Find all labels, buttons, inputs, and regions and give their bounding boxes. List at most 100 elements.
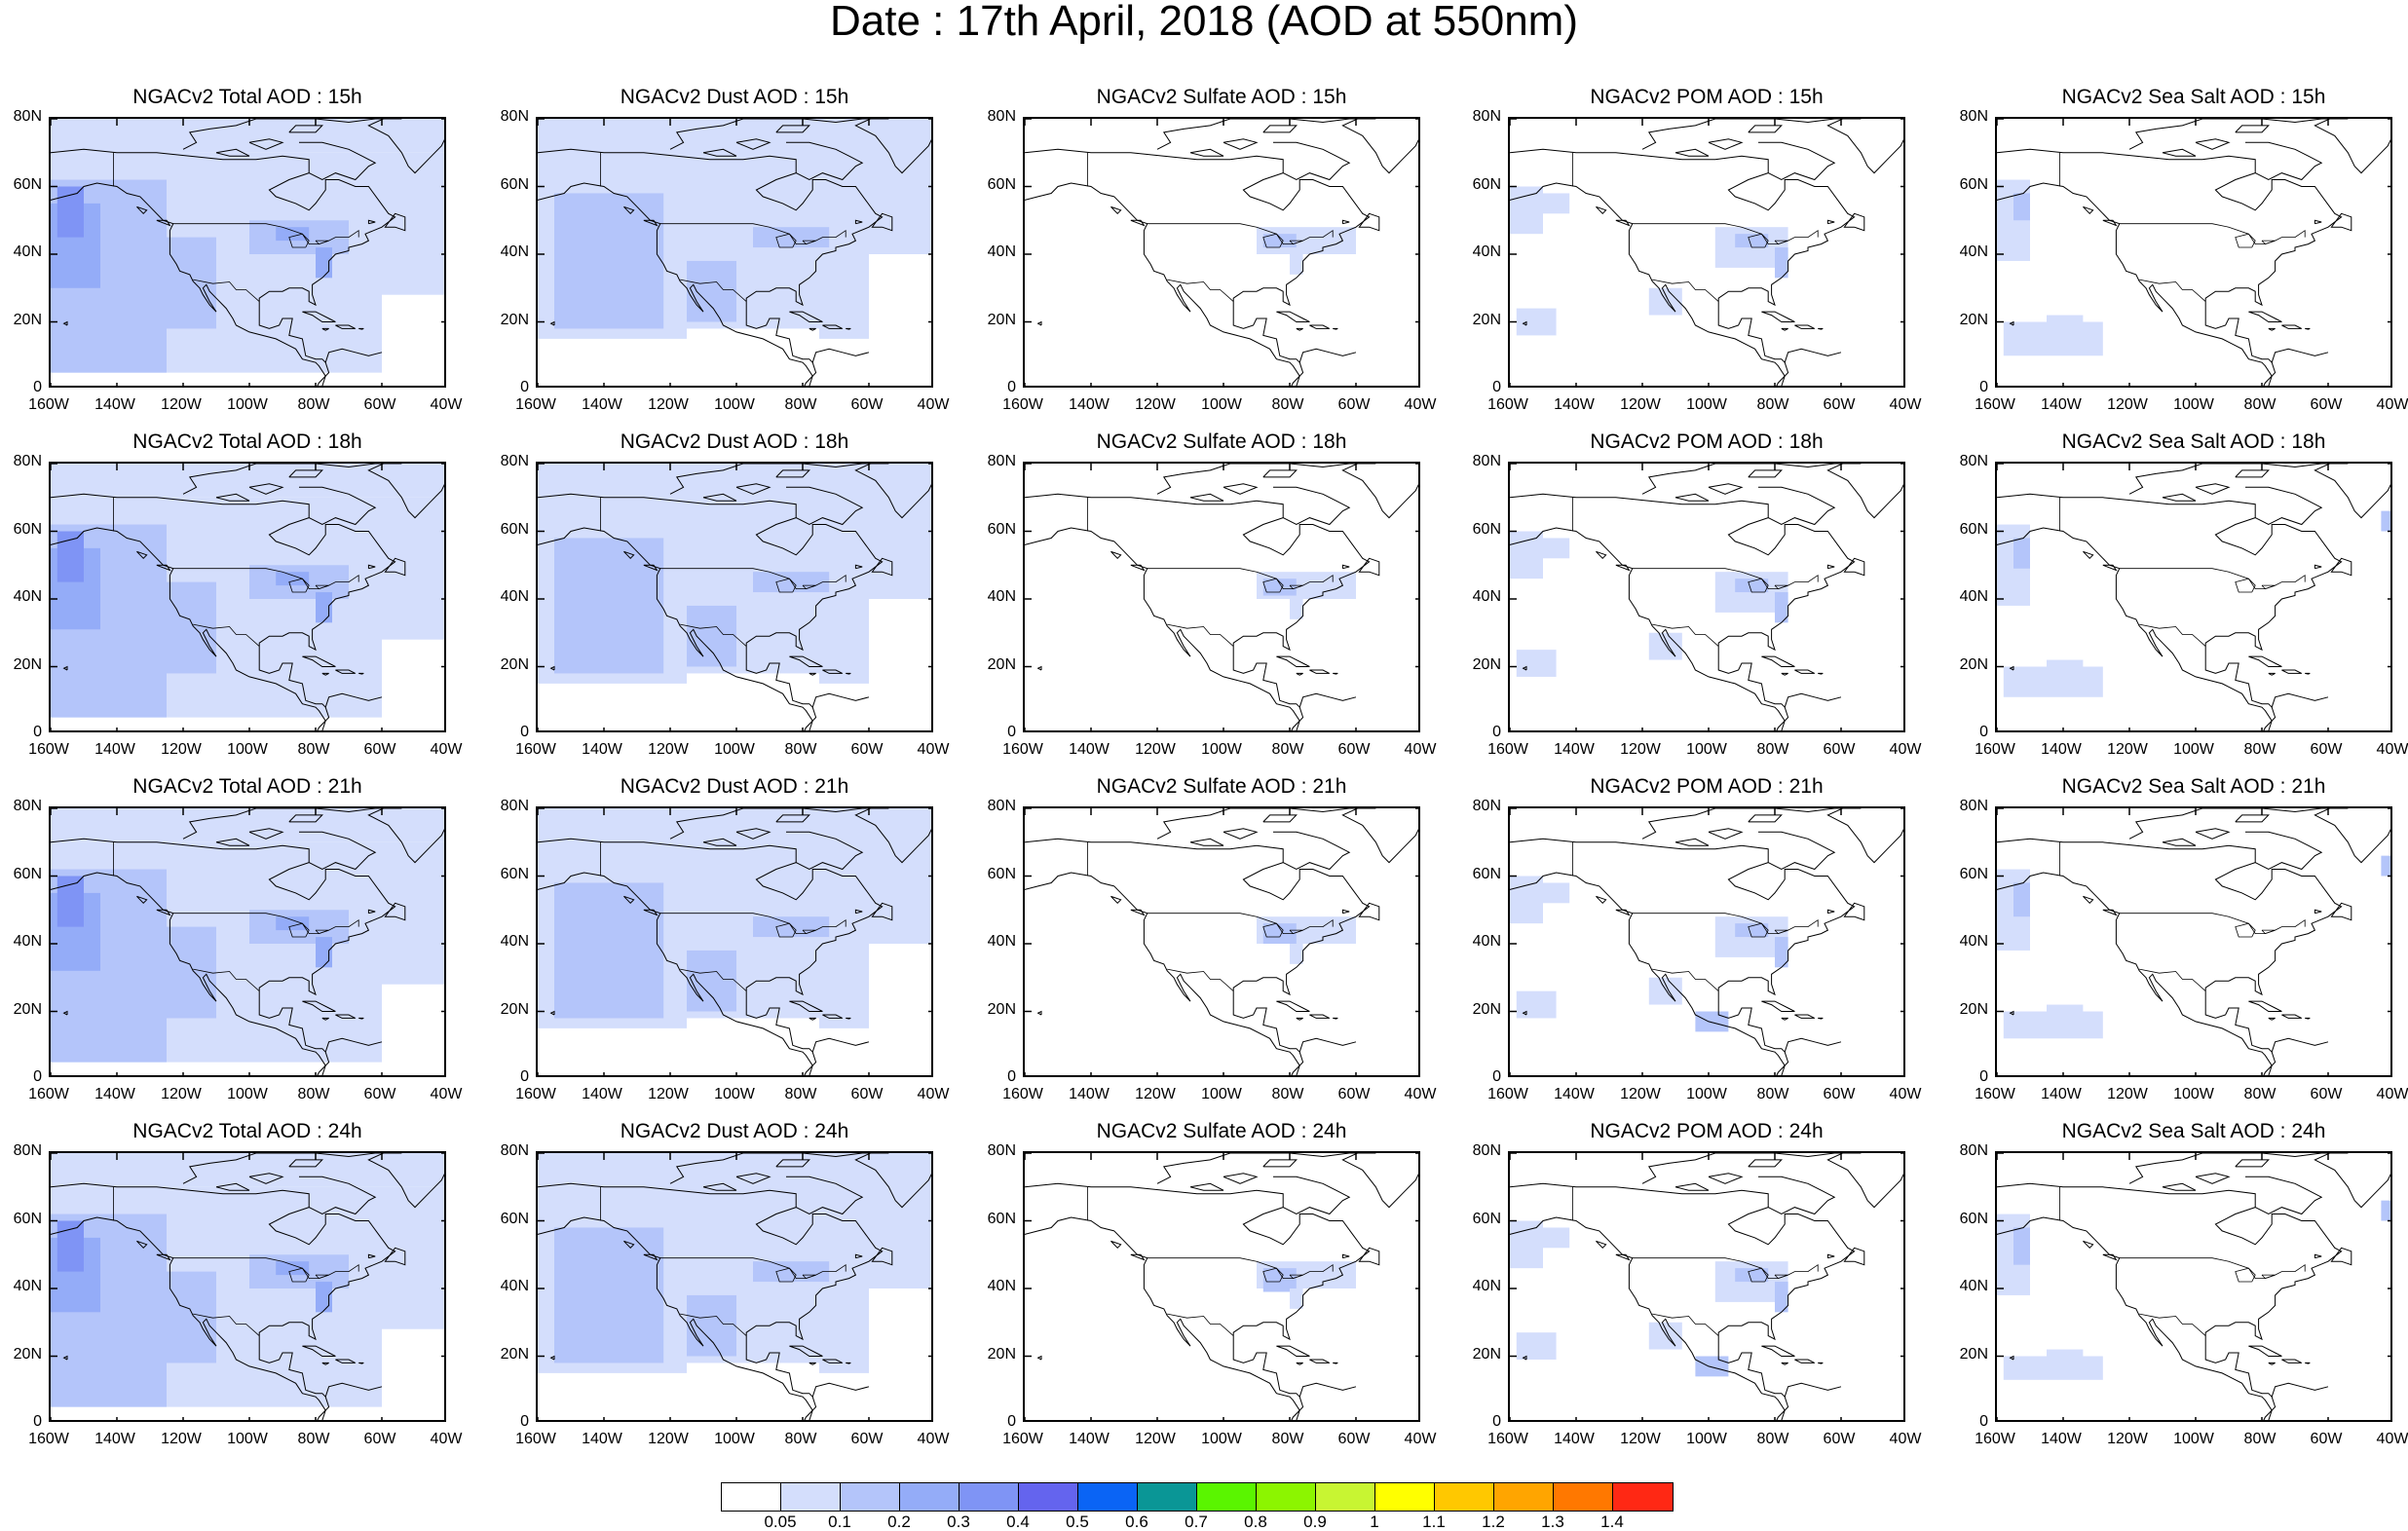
x-tick-label: 80W <box>784 1086 817 1102</box>
aod-cell <box>1648 632 1682 660</box>
coastline <box>136 550 148 560</box>
aod-cell <box>1510 876 1543 924</box>
x-tick-label: 100W <box>714 396 755 413</box>
coastline <box>321 672 329 676</box>
x-tick-label: 140W <box>94 741 135 758</box>
x-tick-label: 60W <box>2310 741 2343 758</box>
x-tick-label: 100W <box>1686 396 1727 413</box>
coastline <box>1510 527 1786 730</box>
coastline <box>384 557 406 577</box>
coastline <box>1036 1010 1042 1016</box>
coastline <box>1036 665 1042 671</box>
x-tick-label: 80W <box>2243 741 2276 758</box>
coastline <box>1615 909 1631 916</box>
y-tick-label: 80N <box>987 108 1016 125</box>
x-tick-label: 140W <box>2041 396 2082 413</box>
coastline <box>1273 141 1351 181</box>
country-border <box>1774 929 1788 935</box>
y-tick-label: 20N <box>1472 1345 1501 1363</box>
x-tick-label: 60W <box>2310 1086 2343 1102</box>
aod-cell <box>1735 1268 1769 1283</box>
coastline <box>1510 493 1856 730</box>
coastline <box>1784 692 1842 708</box>
x-tick-label: 40W <box>2376 741 2408 758</box>
x-tick-label: 140W <box>2041 1086 2082 1102</box>
aod-map <box>1510 119 1903 386</box>
coastline <box>2235 469 2270 478</box>
aod-cell <box>382 294 444 386</box>
x-tick-label: 40W <box>917 741 950 758</box>
coastline <box>1826 1153 1903 1209</box>
aod-cell <box>56 876 84 927</box>
x-tick-label: 140W <box>94 1086 135 1102</box>
y-tick-label: 40N <box>13 1278 42 1294</box>
y-tick-label: 60N <box>1472 175 1501 193</box>
coastline <box>1997 182 2273 386</box>
map-frame <box>1508 1151 1905 1422</box>
panel-title: NGACv2 POM AOD : 21h <box>1590 775 1824 798</box>
coastline <box>643 909 658 916</box>
x-tick-label: 80W <box>2243 396 2276 413</box>
colorbar-box <box>1316 1483 1375 1511</box>
coastline <box>1708 483 1744 495</box>
y-tick-label: 0 <box>520 1068 529 1085</box>
x-tick-label: 160W <box>1487 741 1528 758</box>
country-border <box>1289 584 1303 590</box>
x-tick-label: 60W <box>1337 1431 1371 1447</box>
coastline <box>2009 320 2014 326</box>
y-tick-label: 80N <box>1959 1142 1988 1159</box>
coastline <box>1674 1182 1710 1191</box>
coastline <box>2245 831 2323 871</box>
coastline <box>384 212 406 232</box>
country-border <box>680 968 747 991</box>
coastline <box>1997 527 2273 730</box>
coastline <box>1674 148 1710 157</box>
country-border <box>288 1267 310 1283</box>
coastline <box>2245 1176 2323 1215</box>
aod-map <box>1997 464 2390 730</box>
colorbar <box>721 1482 1674 1512</box>
coastline <box>1510 1216 1786 1420</box>
coastline <box>2162 148 2197 157</box>
coastline <box>2305 327 2311 330</box>
aod-map <box>538 808 931 1075</box>
map-frame <box>49 462 446 732</box>
coastline <box>1843 212 1865 232</box>
aod-cell <box>2013 882 2030 917</box>
aod-cell <box>538 119 931 187</box>
aod-cell <box>1695 1011 1729 1032</box>
coastline <box>321 1362 329 1365</box>
aod-cell <box>276 1261 310 1276</box>
coastline <box>2330 902 2352 921</box>
colorbar-label: 1.1 <box>1422 1512 1446 1531</box>
y-tick-label: 80N <box>1472 108 1501 125</box>
panel-title: NGACv2 Sulfate AOD : 18h <box>1096 430 1347 453</box>
x-tick-label: 40W <box>1889 396 1922 413</box>
coastline <box>335 1014 357 1019</box>
coastline <box>1276 1345 1310 1357</box>
coastline <box>1615 219 1631 227</box>
coastline <box>62 665 68 671</box>
aod-cell <box>1735 923 1769 938</box>
coastline <box>358 672 364 675</box>
y-tick-label: 80N <box>1472 1142 1501 1159</box>
y-tick-label: 0 <box>1979 724 1988 740</box>
coastline <box>367 909 376 915</box>
y-tick-label: 40N <box>1959 933 1988 950</box>
y-tick-label: 40N <box>13 588 42 605</box>
x-tick-label: 60W <box>1337 741 1371 758</box>
country-border <box>1748 578 1769 593</box>
country-border <box>315 1274 329 1280</box>
y-tick-label: 80N <box>1472 798 1501 814</box>
aod-cell <box>1510 1220 1543 1269</box>
aod-cell <box>869 254 931 386</box>
y-tick-label: 40N <box>1472 933 1501 950</box>
x-tick-label: 120W <box>2107 1431 2148 1447</box>
map-panel: NGACv2 Total AOD : 18h 0 20N 40N 60N 80N 160W 1… <box>0 430 495 779</box>
coastline <box>1130 219 1146 227</box>
coastline <box>1223 1173 1259 1184</box>
y-tick-label: 0 <box>1492 1413 1501 1430</box>
x-tick-label: 140W <box>582 1086 622 1102</box>
coastline <box>1110 895 1122 905</box>
coastline <box>854 1253 863 1259</box>
